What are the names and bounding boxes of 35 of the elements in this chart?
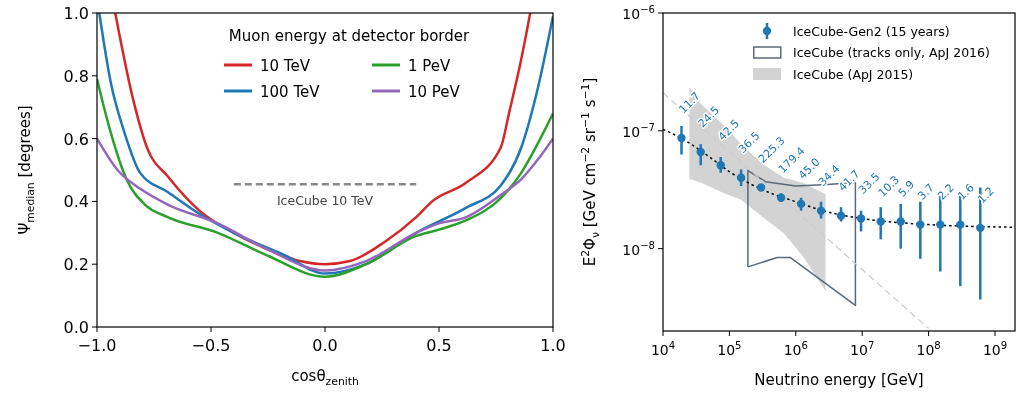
x-tick-label: 1.0 xyxy=(540,336,566,355)
x-tick-label: 10$^{6}$ xyxy=(783,340,808,358)
x-tick-label: 10$^{7}$ xyxy=(850,340,875,358)
x-tick-label: −0.5 xyxy=(191,336,231,355)
y-tick-label: 10$^{−7}$ xyxy=(622,121,655,140)
legend-label: 10 PeV xyxy=(408,82,461,101)
legend-label: IceCube (tracks only, ApJ 2016) xyxy=(793,45,990,60)
x-tick-label: 10$^{8}$ xyxy=(916,340,941,358)
y-tick-label: 0.8 xyxy=(63,66,89,86)
y-tick-label: 10$^{−6}$ xyxy=(622,4,655,22)
y-tick-label: 0.2 xyxy=(63,255,89,275)
legend-label: 1 PeV xyxy=(408,56,452,75)
legend-label: 100 TeV xyxy=(260,82,321,101)
x-tick-label: 0.5 xyxy=(426,336,452,355)
x-axis-title: cosθ$_{zenith}$ xyxy=(291,367,359,388)
legend-label: 10 TeV xyxy=(260,56,311,75)
x-tick-label: 10$^{9}$ xyxy=(982,340,1008,358)
x-tick-label: 0.0 xyxy=(312,336,338,355)
annotation: IceCube 10 TeV xyxy=(276,193,374,209)
annotation: 2.2 xyxy=(935,181,957,203)
annotation: 3.7 xyxy=(915,181,937,203)
y-tick-label: 0.6 xyxy=(63,129,89,149)
y-tick-label: 0.4 xyxy=(63,192,89,212)
legend-label: IceCube-Gen2 (15 years) xyxy=(793,23,950,39)
annotation: 1.6 xyxy=(955,181,977,203)
x-tick-label: 10$^{4}$ xyxy=(650,340,676,358)
x-tick-label: −1.0 xyxy=(77,336,117,355)
y-tick-label: 0.0 xyxy=(63,318,89,337)
legend-label: IceCube (ApJ 2015) xyxy=(793,66,914,82)
annotation: 1.2 xyxy=(975,184,997,207)
x-axis-title: Neutrino energy [GeV] xyxy=(754,371,924,389)
x-tick-label: 10$^{5}$ xyxy=(717,340,742,358)
y-tick-label: 1.0 xyxy=(63,4,89,23)
y-tick-label: 10$^{−8}$ xyxy=(622,239,655,258)
legend-title: Muon energy at detector border xyxy=(228,27,471,45)
